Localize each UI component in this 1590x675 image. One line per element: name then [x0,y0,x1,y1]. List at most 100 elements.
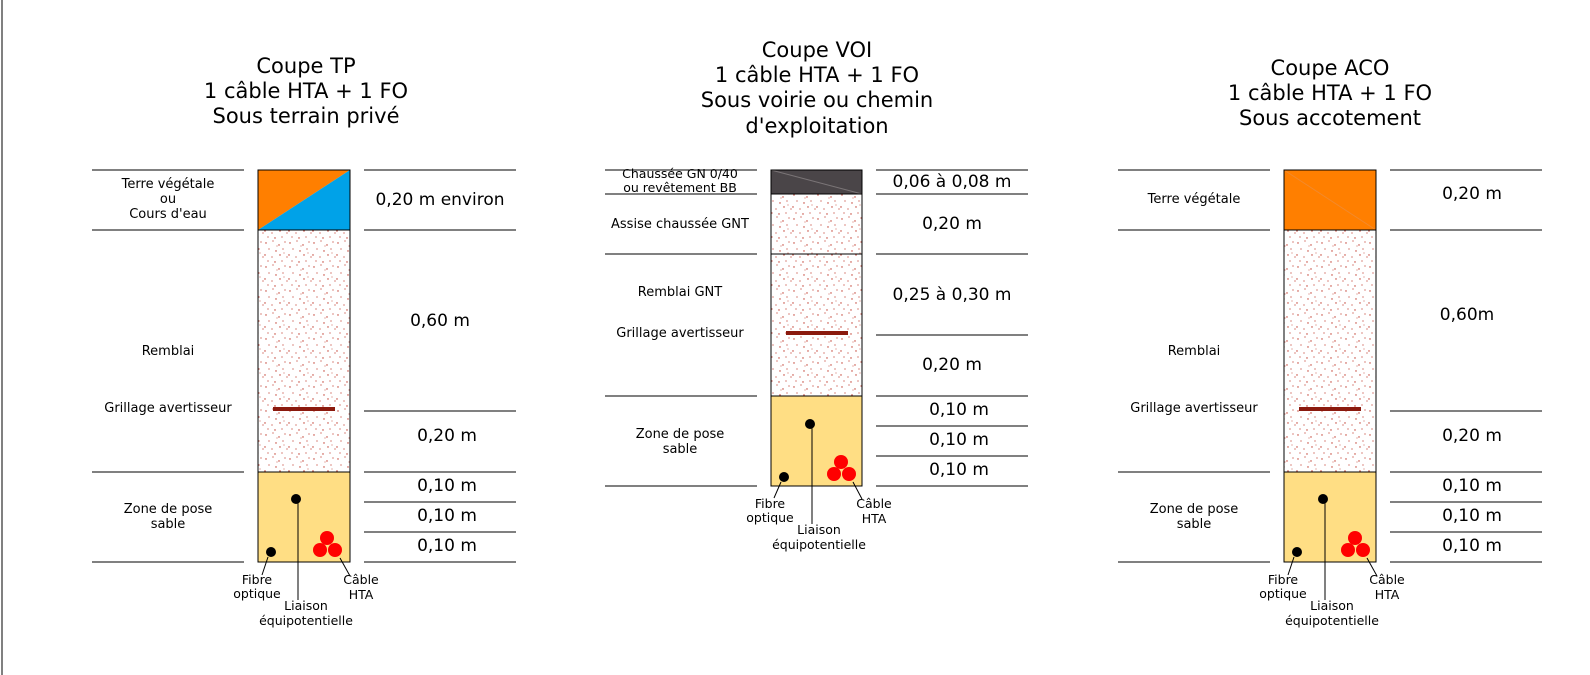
bond-label: Liaison [1310,598,1354,613]
fibre-label: optique [233,586,281,601]
sand-bed-label: sable [663,442,698,457]
backfill-label: Remblai [1168,344,1221,359]
warning-mesh [786,331,848,335]
equipotential-bond [291,494,301,504]
section-voi-title-1: Coupe VOI [762,38,872,62]
dimension-value: 0,20 m [922,214,982,234]
hta-cable-core [827,467,841,481]
leader-line [1287,556,1295,576]
hta-cable-core [328,543,342,557]
fibre-label: Fibre [242,572,273,587]
section-tp-title-1: Coupe TP [256,54,355,78]
leader-line [339,557,351,577]
warning-mesh-label: Grillage avertisseur [616,326,744,341]
hta-cable-core [313,543,327,557]
topsoil-label: Terre végétale [121,177,215,192]
cable-label: Câble [856,496,892,511]
fibre-label: optique [1259,586,1307,601]
dimension-value: 0,10 m [929,400,989,420]
road-surface-label: ou revêtement BB [623,180,737,195]
section-aco-title-3: Sous accotement [1239,106,1421,130]
bond-label: Liaison [797,522,841,537]
section-tp-title-3: Sous terrain privé [213,104,400,128]
dimension-value: 0,20 m [1442,426,1502,446]
dimension-value: 0,20 m [1442,184,1502,204]
sand-bed-label: sable [1177,517,1212,532]
sand-bed-label: Zone de pose [636,427,725,442]
road-base-label: Assise chaussée GNT [611,217,749,232]
bond-label: équipotentielle [772,537,866,552]
trench-outline [1283,169,1377,563]
section-voi-title-3: Sous voirie ou chemin [701,88,934,112]
dimension-value: 0,10 m [1442,536,1502,556]
backfill-layer [1284,230,1376,472]
bond-label: équipotentielle [259,613,353,628]
dimension-value: 0,25 à 0,30 m [893,285,1012,305]
dimension-value: 0,10 m [929,430,989,450]
bond-label: équipotentielle [1285,613,1379,628]
dimension-value: 0,10 m [417,536,477,556]
topsoil-hatch [1283,169,1377,231]
cable-label: Câble [1369,572,1405,587]
section-voi-title-2: 1 câble HTA + 1 FO [715,63,919,87]
dimension-value: 0,10 m [1442,476,1502,496]
section-tp-title-2: 1 câble HTA + 1 FO [204,79,408,103]
equipotential-bond [805,419,815,429]
dimension-value: 0,06 à 0,08 m [893,172,1012,192]
topsoil-label-or: ou [160,192,176,207]
dimension-value: 0,20 m [922,355,982,375]
warning-mesh-label: Grillage avertisseur [1130,401,1258,416]
fibre-optic-conduit [1292,547,1302,557]
leader-line [852,481,863,500]
dimension-value: 0,10 m [1442,506,1502,526]
hta-cable-core [1341,543,1355,557]
fibre-label: Fibre [1268,572,1299,587]
leader-line [261,556,269,576]
watercourse-label: Cours d'eau [129,207,207,222]
leader-line [1366,557,1378,577]
backfill-layer [258,230,350,472]
cable-label: HTA [862,511,887,526]
cable-label: HTA [349,587,374,602]
bond-label: Liaison [284,598,328,613]
warning-mesh [1299,407,1361,411]
section-tp: Coupe TP 1 câble HTA + 1 FO Sous terrain… [92,54,516,628]
trench-outline [257,169,351,563]
hta-cable-core [1348,531,1362,545]
dimension-value: 0,20 m environ [375,190,504,210]
fibre-optic-conduit [779,472,789,482]
dimension-value: 0,60 m [410,311,470,331]
dimension-value: 0,60m [1440,305,1494,325]
surface-hatch [770,169,863,195]
equipotential-bond [1318,494,1328,504]
sand-bed-label: Zone de pose [1150,502,1239,517]
section-aco-title-2: 1 câble HTA + 1 FO [1228,81,1432,105]
hta-cable-core [320,531,334,545]
hta-cable-core [1356,543,1370,557]
hta-cable-core [834,455,848,469]
dimension-value: 0,10 m [417,476,477,496]
fibre-label: Fibre [755,496,786,511]
sand-bed-label: Zone de pose [124,502,213,517]
road-base-and-fill-layer [771,194,862,396]
topsoil-label: Terre végétale [1147,192,1241,207]
backfill-label: Remblai GNT [638,285,722,300]
dimension-value: 0,10 m [929,460,989,480]
cable-label: Câble [343,572,379,587]
dimension-value: 0,10 m [417,506,477,526]
warning-mesh-label: Grillage avertisseur [104,401,232,416]
watercourse-layer [258,170,350,230]
section-voi-title-4: d'exploitation [745,114,888,138]
backfill-label: Remblai [142,344,195,359]
dimension-value: 0,20 m [417,426,477,446]
section-aco-title-1: Coupe ACO [1271,56,1390,80]
fibre-optic-conduit [266,547,276,557]
road-surface-label: Chaussée GN 0/40 [622,166,738,181]
hta-cable-core [842,467,856,481]
fibre-label: optique [746,510,794,525]
sand-bed-label: sable [151,517,186,532]
section-aco: Coupe ACO 1 câble HTA + 1 FO Sous accote… [1118,56,1542,628]
section-voi: Coupe VOI 1 câble HTA + 1 FO Sous voirie… [605,38,1028,552]
warning-mesh [273,407,335,411]
